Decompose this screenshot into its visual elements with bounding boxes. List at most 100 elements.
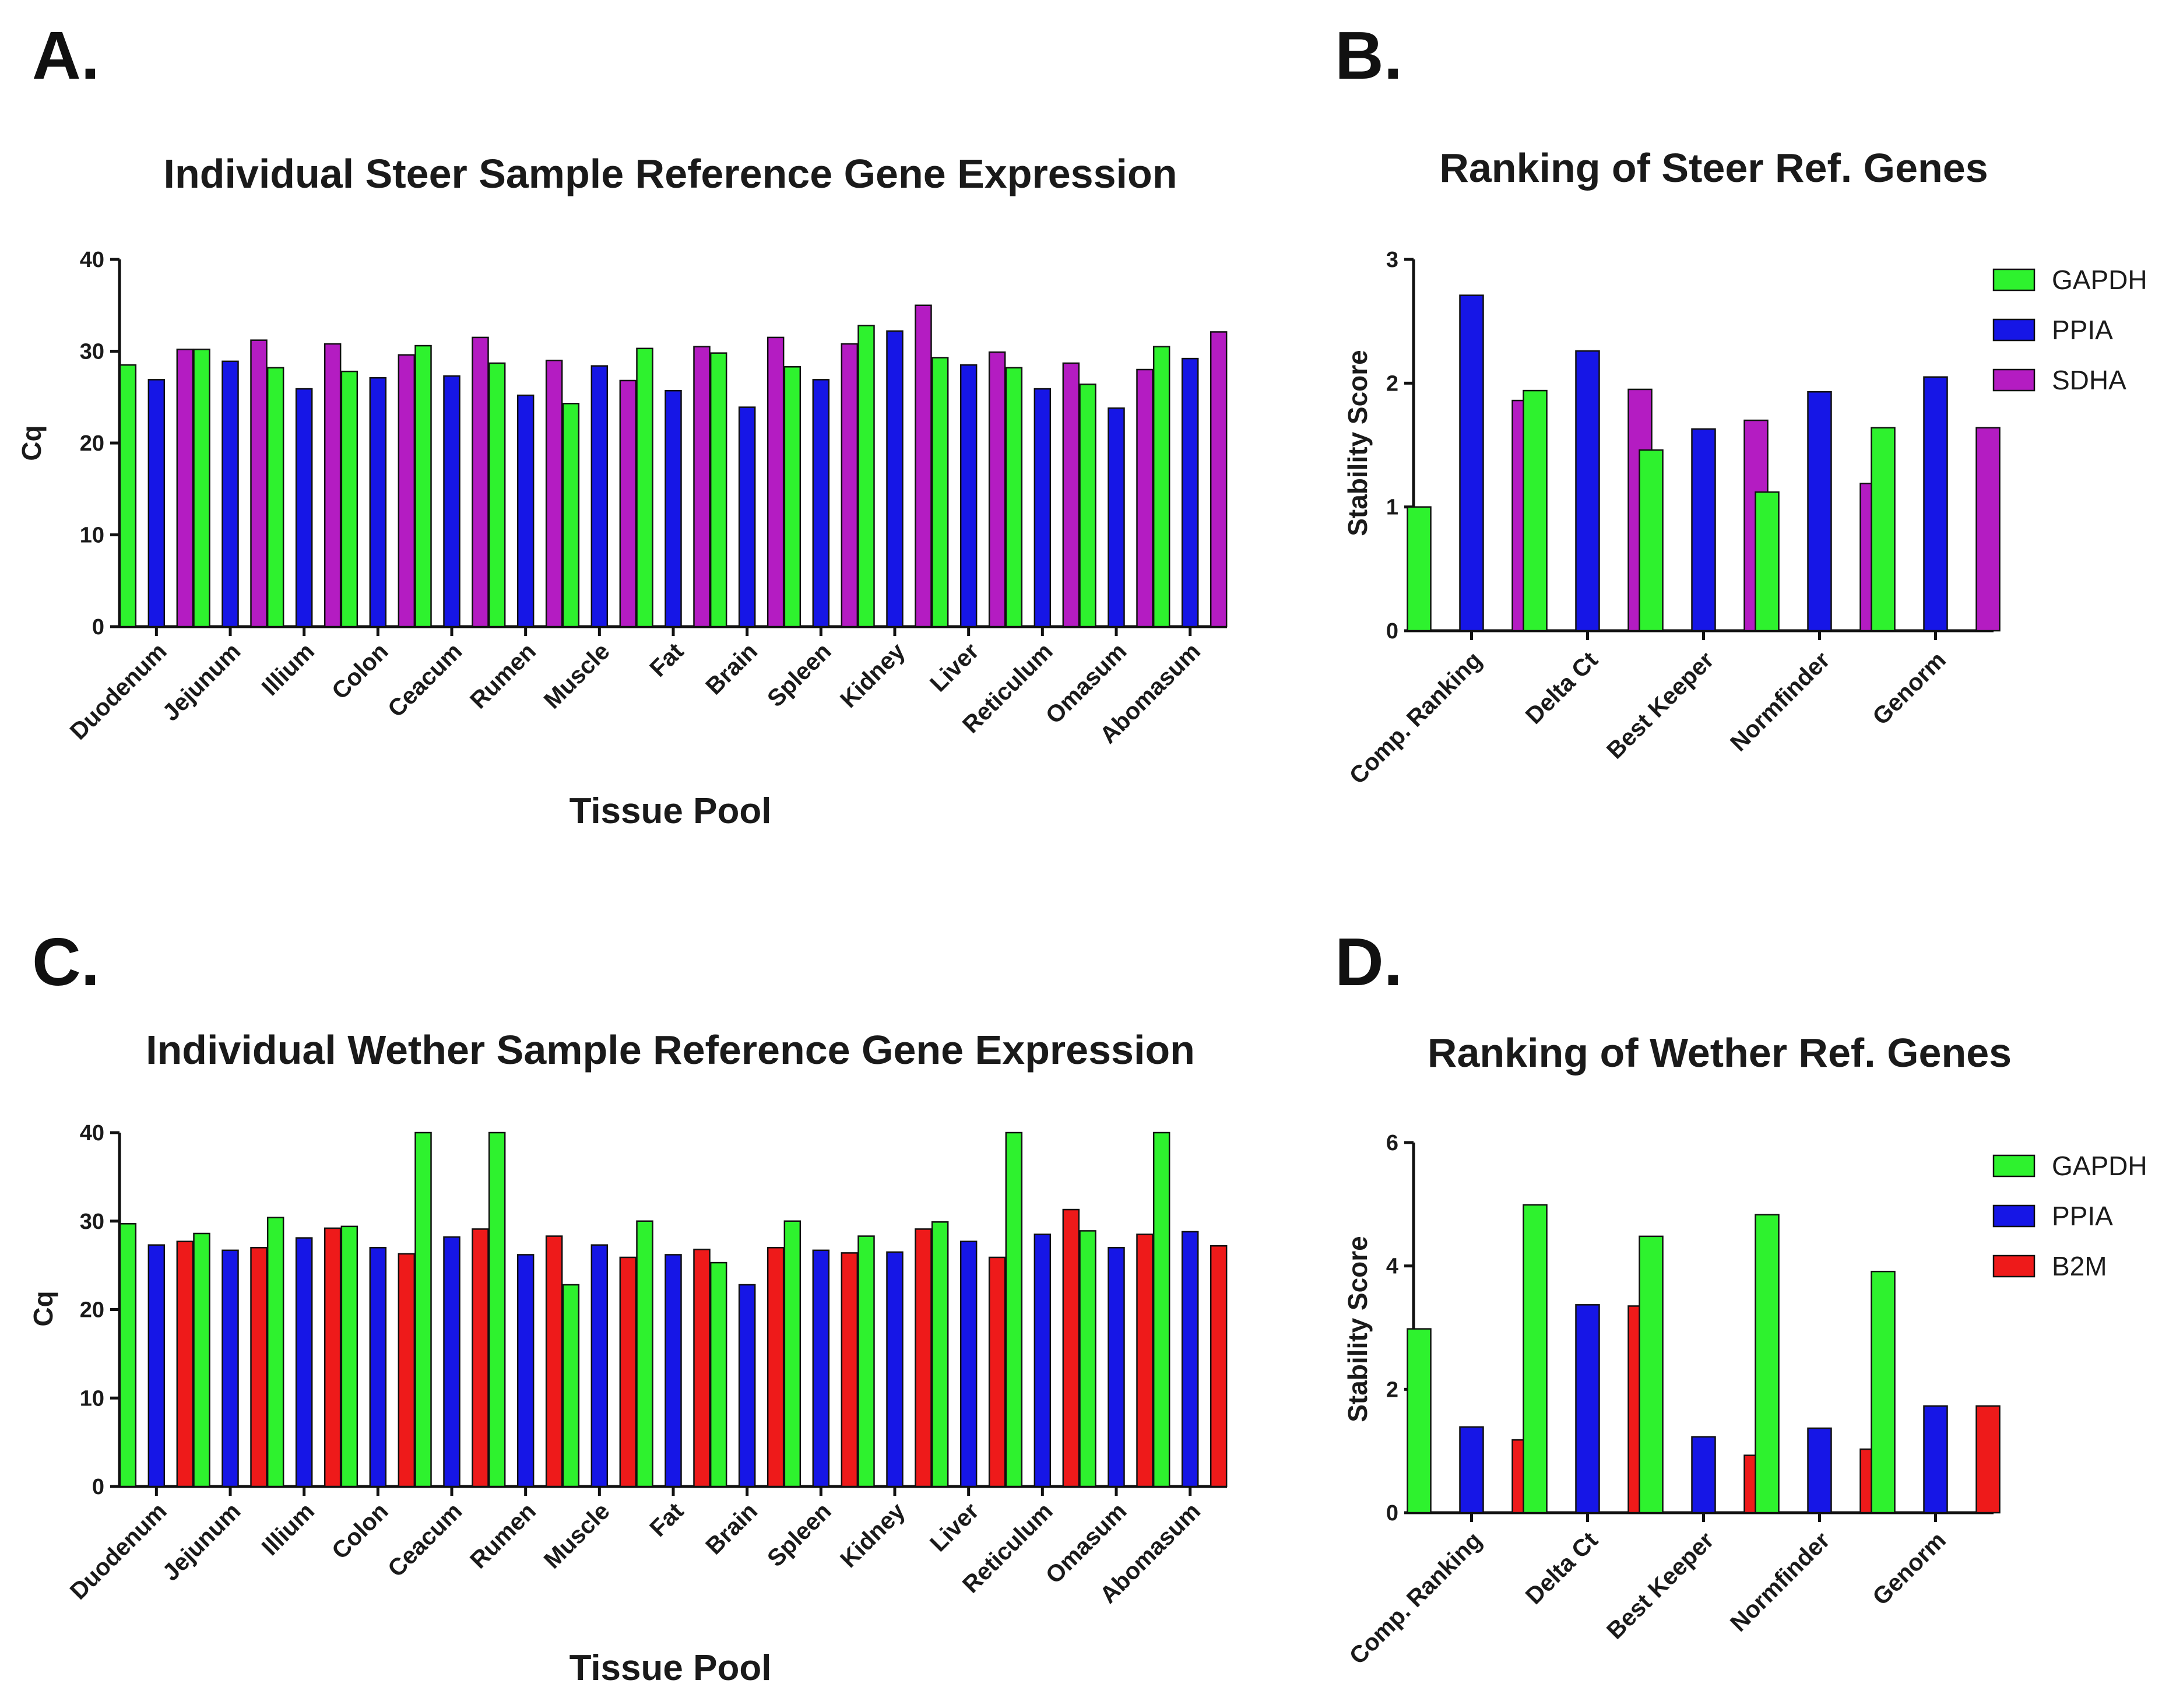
bar-b2m: [398, 1253, 416, 1488]
bar-sdha: [841, 343, 859, 628]
bar-ppia: [1807, 391, 1832, 632]
x-tick-label: Best Keeper: [1601, 1527, 1719, 1644]
bar-gapdh: [1079, 1230, 1096, 1488]
bar-ppia: [369, 377, 387, 628]
bar-ppia: [1108, 407, 1125, 628]
legend-label-b2m: B2M: [2052, 1251, 2107, 1281]
bar-gapdh: [783, 1220, 801, 1488]
panel-letter: A.: [32, 17, 100, 93]
y-axis-title: Stability Score: [1342, 350, 1373, 536]
x-tick-label: Colon: [326, 1498, 393, 1565]
bar-gapdh: [193, 349, 210, 628]
bar-gapdh: [931, 1221, 949, 1488]
bar-ppia: [369, 1247, 387, 1488]
legend-label-gapdh: GAPDH: [2052, 1151, 2147, 1181]
x-axis-title: Tissue Pool: [570, 791, 772, 831]
bar-ppia: [1108, 1247, 1125, 1488]
y-tick-label: 2: [1386, 371, 1398, 396]
bar-ppia: [147, 1244, 166, 1488]
bar-gapdh: [1152, 346, 1170, 628]
bar-ppia: [665, 389, 682, 628]
y-tick-label: 0: [92, 1475, 104, 1499]
bar-ppia: [295, 388, 313, 628]
bar-ppia: [886, 330, 904, 628]
y-tick-label: 2: [1386, 1377, 1398, 1402]
bar-sdha: [250, 339, 268, 628]
legend-swatch-gapdh: [1992, 268, 2036, 291]
bar-b2m: [693, 1249, 711, 1488]
legend-swatch-gapdh: [1992, 1154, 2036, 1178]
x-tick-label: Comp. Ranking: [1344, 646, 1487, 789]
y-tick-label: 40: [80, 248, 104, 272]
bar-b2m: [324, 1227, 342, 1488]
y-tick-label: 10: [80, 1386, 104, 1411]
bar-b2m: [1975, 1405, 2001, 1514]
bar-ppia: [443, 375, 460, 628]
bar-ppia: [1459, 294, 1484, 632]
y-tick-label: 1: [1386, 495, 1398, 520]
bar-ppia: [959, 1240, 978, 1488]
bar-b2m: [1210, 1245, 1228, 1488]
bar-sdha: [1062, 362, 1080, 628]
bar-b2m: [988, 1256, 1006, 1488]
bar-gapdh: [1755, 1214, 1780, 1514]
bar-sdha: [693, 346, 711, 628]
x-tick-label: Fat: [644, 1498, 688, 1542]
bar-gapdh: [857, 325, 875, 628]
bar-sdha: [1210, 331, 1228, 628]
bar-gapdh: [1079, 383, 1096, 628]
legend-label-sdha: SDHA: [2052, 365, 2126, 395]
y-tick-label: 30: [80, 1210, 104, 1234]
bar-ppia: [516, 394, 535, 628]
y-tick-label: 20: [80, 1298, 104, 1323]
bar-sdha: [988, 351, 1006, 628]
panel-letter: C.: [32, 924, 100, 1000]
y-tick-label: 0: [1386, 619, 1398, 644]
bar-gapdh: [119, 1223, 137, 1488]
bar-gapdh: [119, 364, 137, 628]
bar-gapdh: [414, 345, 432, 628]
panel-letter: B.: [1335, 17, 1402, 93]
bar-gapdh: [562, 1284, 580, 1488]
bar-ppia: [886, 1251, 904, 1488]
bar-sdha: [1136, 368, 1154, 628]
y-tick-label: 3: [1386, 248, 1398, 272]
x-tick-label: Illium: [256, 638, 319, 701]
y-tick-label: 10: [80, 523, 104, 548]
bar-b2m: [619, 1256, 637, 1488]
bar-b2m: [1062, 1208, 1080, 1488]
bar-gapdh: [1005, 367, 1023, 628]
bar-ppia: [1691, 1436, 1716, 1514]
legend-swatch-b2m: [1992, 1254, 2036, 1278]
legend-swatch-sdha: [1992, 368, 2036, 392]
bar-gapdh: [709, 352, 727, 628]
bar-gapdh: [636, 1220, 653, 1488]
x-tick-label: Spleen: [762, 638, 836, 712]
y-axis-title: Cq: [16, 425, 47, 461]
bar-ppia: [295, 1237, 313, 1488]
bar-gapdh: [1639, 449, 1664, 632]
bar-sdha: [1975, 427, 2001, 632]
chart-title: Individual Steer Sample Reference Gene E…: [164, 151, 1177, 196]
x-tick-label: Jejunum: [157, 638, 246, 726]
x-tick-label: Brain: [700, 638, 762, 700]
bar-sdha: [915, 304, 932, 628]
x-tick-label: Muscle: [539, 638, 615, 714]
bar-gapdh: [636, 347, 653, 628]
bar-ppia: [1923, 1405, 1948, 1514]
x-tick-label: Liver: [924, 638, 984, 697]
bar-ppia: [1181, 1231, 1199, 1488]
bar-gapdh: [340, 1225, 358, 1488]
bar-ppia: [222, 1249, 239, 1488]
bar-ppia: [147, 379, 166, 628]
bar-gapdh: [1005, 1131, 1023, 1488]
bar-gapdh: [562, 403, 580, 628]
bar-gapdh: [783, 366, 801, 628]
legend-label-ppia: PPIA: [2052, 1201, 2113, 1231]
x-tick-label: Kidney: [835, 1498, 910, 1573]
bar-b2m: [545, 1235, 563, 1488]
y-tick-label: 4: [1386, 1254, 1398, 1279]
x-tick-label: Genorm: [1867, 646, 1951, 730]
y-axis-title: Cq: [28, 1291, 58, 1326]
